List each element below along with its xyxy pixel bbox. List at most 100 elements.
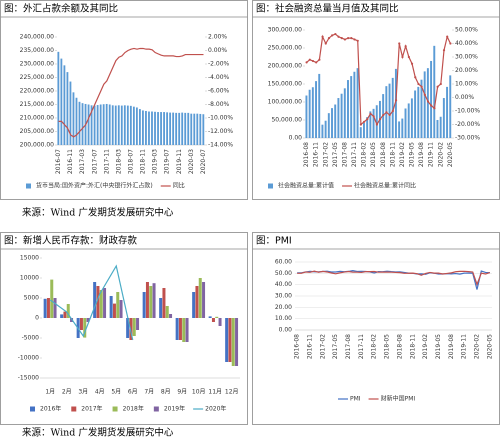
bar	[439, 116, 442, 138]
x-tick-label: 2016-08	[303, 142, 310, 167]
line-marker	[433, 107, 436, 110]
bar	[182, 318, 186, 342]
legend-swatch	[153, 406, 159, 412]
bar	[154, 111, 156, 145]
y2-tick-label: -6.00%	[208, 88, 230, 95]
bar	[184, 112, 187, 145]
bar	[305, 95, 308, 138]
y2-tick-label: -30.00%	[455, 135, 480, 142]
line-marker	[359, 123, 363, 126]
bar	[347, 80, 349, 138]
legend-label: 社会融资总量:累计值	[278, 182, 334, 190]
x-tick-label: 2020-07	[200, 149, 207, 174]
bar	[96, 286, 100, 318]
x-tick-label: 2019-11	[461, 334, 468, 359]
bar	[157, 112, 159, 145]
x-tick-label: 2020-02	[474, 334, 481, 359]
x-tick-label: 3月	[78, 389, 88, 396]
bar	[199, 113, 202, 145]
y-tick-label: 150,000.00	[268, 81, 303, 88]
y-tick-label: 50,000.00	[271, 117, 302, 124]
bar	[69, 81, 72, 145]
bar	[356, 68, 359, 138]
panel	[0, 232, 248, 425]
y-tick-label: 215,000.00	[20, 101, 55, 108]
y2-tick-label: 0.00%	[208, 47, 227, 54]
bar	[43, 298, 47, 318]
x-tick-label: 2017-11	[358, 334, 365, 359]
x-tick-label: 2016-07	[55, 149, 62, 174]
bar	[343, 88, 346, 138]
bar	[404, 108, 407, 138]
bar	[350, 76, 353, 138]
chart-title: 图：PMI	[256, 236, 292, 247]
bar	[446, 86, 449, 138]
y-tick-label: 220,000.00	[20, 88, 55, 95]
legend-label: PMI	[350, 396, 361, 403]
y-tick-label: 20.00	[275, 304, 292, 311]
bar	[90, 105, 93, 145]
line-marker	[423, 93, 426, 96]
bar	[111, 105, 114, 145]
x-tick-label: 2019-02	[399, 142, 406, 167]
bar	[116, 292, 120, 318]
bar	[394, 68, 397, 138]
x-tick-label: 2017-02	[322, 142, 329, 167]
bar	[105, 103, 108, 145]
bar	[195, 286, 199, 318]
bar	[162, 288, 166, 318]
y-tick-label: 250,000.00	[268, 45, 303, 52]
legend-label: 社会融资总量:累计同比	[354, 182, 416, 190]
y-tick-label: 0	[35, 315, 39, 322]
line-marker	[436, 85, 439, 88]
bar	[57, 51, 60, 145]
x-tick-label: 2020-03	[188, 149, 195, 174]
bar	[369, 111, 372, 138]
bar	[81, 103, 84, 145]
x-tick-label: 2018-05	[384, 334, 391, 359]
bar	[193, 113, 196, 145]
bar	[96, 105, 99, 145]
bar	[331, 108, 333, 138]
bar	[353, 71, 356, 138]
bar	[129, 318, 133, 340]
bar	[151, 111, 153, 145]
x-tick-label: 2017-11	[351, 142, 358, 167]
source-note: 来源：Wind 广发期货发展研究中心	[22, 207, 174, 219]
y-tick-label: 50.00	[275, 270, 292, 277]
bar	[228, 318, 232, 362]
bar	[308, 89, 311, 138]
y-tick-label: 210,000.00	[20, 115, 55, 122]
bar	[149, 286, 153, 318]
bar	[414, 90, 417, 138]
bar	[401, 118, 404, 138]
bar	[215, 316, 219, 318]
bar	[86, 318, 90, 322]
line-marker	[327, 37, 331, 40]
y-tick-label: 200,000.00	[20, 142, 55, 149]
bar	[93, 282, 97, 318]
y2-tick-label: 10.00%	[455, 81, 478, 88]
line-marker	[388, 113, 391, 117]
bar	[178, 318, 182, 340]
bar	[169, 112, 172, 145]
y-tick-label: 40.00	[275, 281, 292, 288]
x-tick-label: 11月	[208, 389, 222, 396]
chart-title: 图：外汇占款余额及其同比	[4, 3, 118, 15]
legend-label: 2019年	[164, 405, 185, 413]
bar	[449, 75, 452, 138]
line-marker	[375, 123, 379, 126]
bar	[112, 303, 116, 318]
x-tick-label: 2019-07	[164, 149, 171, 174]
bar	[46, 298, 50, 318]
line-series	[306, 33, 451, 126]
line-marker	[356, 39, 359, 42]
x-tick-label: 2020-05	[486, 334, 493, 359]
line-marker	[394, 99, 398, 102]
line-marker	[305, 61, 308, 64]
bar	[120, 105, 123, 145]
bar	[372, 108, 375, 138]
bar	[334, 104, 337, 138]
y2-tick-label: 20.00%	[455, 67, 478, 74]
